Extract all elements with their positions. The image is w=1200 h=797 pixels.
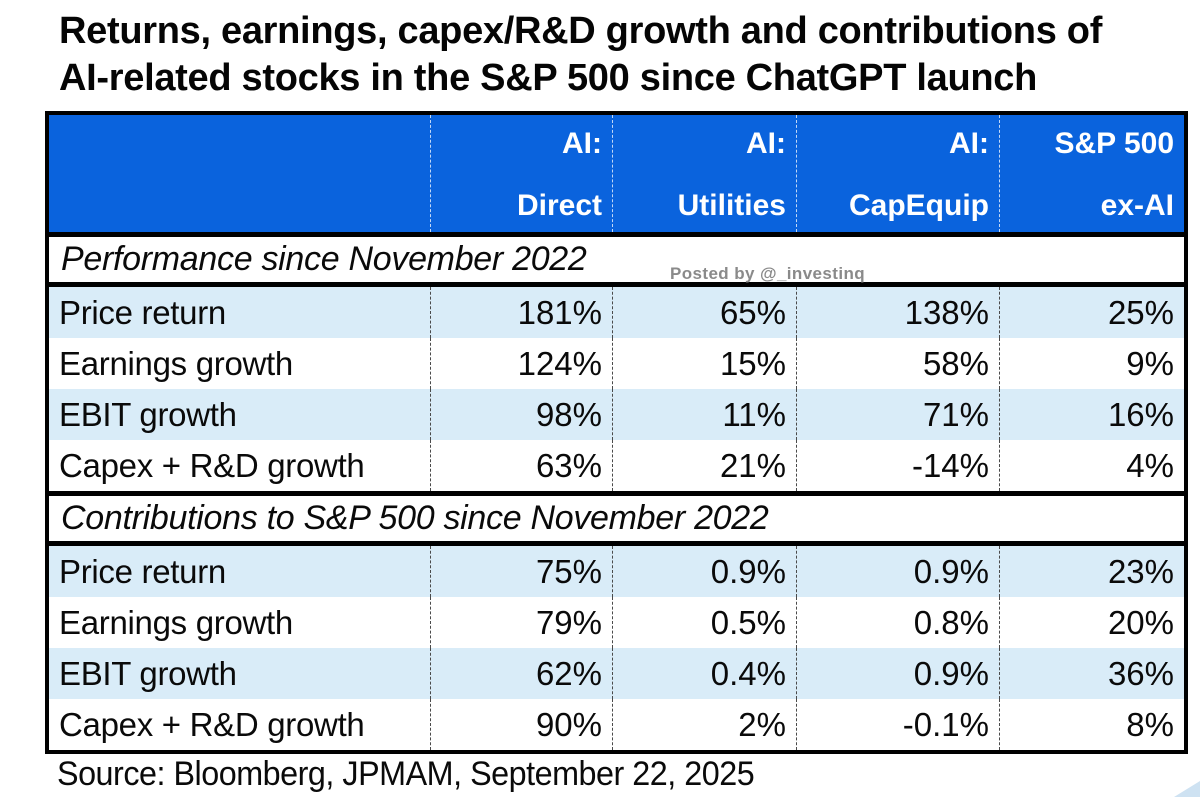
watermark: Posted by @_investinq xyxy=(670,264,866,283)
section-header-performance: Performance since November 2022 xyxy=(49,237,1184,287)
table-row: Capex + R&D growth 63% 21% -14% 4% xyxy=(49,440,1184,491)
corner-artifact xyxy=(1174,781,1200,797)
cell-value: 90% xyxy=(430,699,612,750)
cell-value: 79% xyxy=(430,597,612,648)
cell-value: 15% xyxy=(612,338,796,389)
cell-value: 0.9% xyxy=(796,648,999,699)
header-label: CapEquip xyxy=(849,188,989,222)
source-note: Source: Bloomberg, JPMAM, September 22, … xyxy=(57,755,755,793)
cell-value: 4% xyxy=(999,440,1184,491)
table-row: Earnings growth 124% 15% 58% 9% xyxy=(49,338,1184,389)
header-label: Direct xyxy=(516,188,602,222)
cell-value: 0.9% xyxy=(796,546,999,597)
row-label: EBIT growth xyxy=(59,395,237,433)
section-label: Contributions to S&P 500 since November … xyxy=(61,499,769,537)
chart-title: Returns, earnings, capex/R&D growth and … xyxy=(59,8,1189,102)
row-label: Price return xyxy=(59,293,226,331)
cell-value: -14% xyxy=(796,440,999,491)
cell-value: 0.5% xyxy=(612,597,796,648)
data-table: AI: Direct AI: Utilities AI: CapEquip S&… xyxy=(45,111,1188,754)
table-row: Capex + R&D growth 90% 2% -0.1% 8% xyxy=(49,699,1184,750)
section-header-contributions: Contributions to S&P 500 since November … xyxy=(49,491,1184,546)
cell-value: 8% xyxy=(999,699,1184,750)
cell-value: 16% xyxy=(999,389,1184,440)
row-label: Capex + R&D growth xyxy=(59,446,365,484)
cell-value: 58% xyxy=(796,338,999,389)
cell-value: 71% xyxy=(796,389,999,440)
chart-title-line2: AI-related stocks in the S&P 500 since C… xyxy=(59,57,1038,99)
cell-value: 0.9% xyxy=(612,546,796,597)
row-label: Capex + R&D growth xyxy=(59,705,365,743)
table-row: Earnings growth 79% 0.5% 0.8% 20% xyxy=(49,597,1184,648)
cell-value: -0.1% xyxy=(796,699,999,750)
cell-value: 21% xyxy=(612,440,796,491)
section-label: Performance since November 2022 xyxy=(61,240,587,278)
cell-value: 63% xyxy=(430,440,612,491)
header-label: Utilities xyxy=(677,188,786,222)
table-row: Price return 181% 65% 138% 25% xyxy=(49,287,1184,338)
cell-value: 11% xyxy=(612,389,796,440)
cell-value: 9% xyxy=(999,338,1184,389)
cell-value: 23% xyxy=(999,546,1184,597)
header-label: AI: xyxy=(562,127,602,160)
cell-value: 75% xyxy=(430,546,612,597)
row-label: Price return xyxy=(59,552,226,590)
cell-value: 20% xyxy=(999,597,1184,648)
table-row: EBIT growth 62% 0.4% 0.9% 36% xyxy=(49,648,1184,699)
row-label: Earnings growth xyxy=(59,603,293,641)
cell-value: 181% xyxy=(430,287,612,338)
cell-value: 124% xyxy=(430,338,612,389)
header-label: ex-AI xyxy=(1100,188,1174,222)
cell-value: 0.8% xyxy=(796,597,999,648)
cell-value: 25% xyxy=(999,287,1184,338)
chart-title-line1: Returns, earnings, capex/R&D growth and … xyxy=(59,10,1103,52)
table-row: EBIT growth 98% 11% 71% 16% xyxy=(49,389,1184,440)
row-label: EBIT growth xyxy=(59,654,237,692)
header-cell-empty xyxy=(49,115,430,232)
cell-value: 2% xyxy=(612,699,796,750)
cell-value: 138% xyxy=(796,287,999,338)
cell-value: 0.4% xyxy=(612,648,796,699)
cell-value: 36% xyxy=(999,648,1184,699)
row-label: Earnings growth xyxy=(59,344,293,382)
header-cell-sp500-ex-ai: S&P 500 ex-AI xyxy=(999,115,1184,232)
header-cell-ai-utilities: AI: Utilities xyxy=(612,115,796,232)
cell-value: 98% xyxy=(430,389,612,440)
cell-value: 62% xyxy=(430,648,612,699)
header-label: AI: xyxy=(746,127,786,160)
cell-value: 65% xyxy=(612,287,796,338)
table-header-row: AI: Direct AI: Utilities AI: CapEquip S&… xyxy=(49,115,1184,237)
header-cell-ai-capequip: AI: CapEquip xyxy=(796,115,999,232)
table-row: Price return 75% 0.9% 0.9% 23% xyxy=(49,546,1184,597)
header-cell-ai-direct: AI: Direct xyxy=(430,115,612,232)
header-label: AI: xyxy=(949,127,989,160)
header-label: S&P 500 xyxy=(1054,127,1174,160)
